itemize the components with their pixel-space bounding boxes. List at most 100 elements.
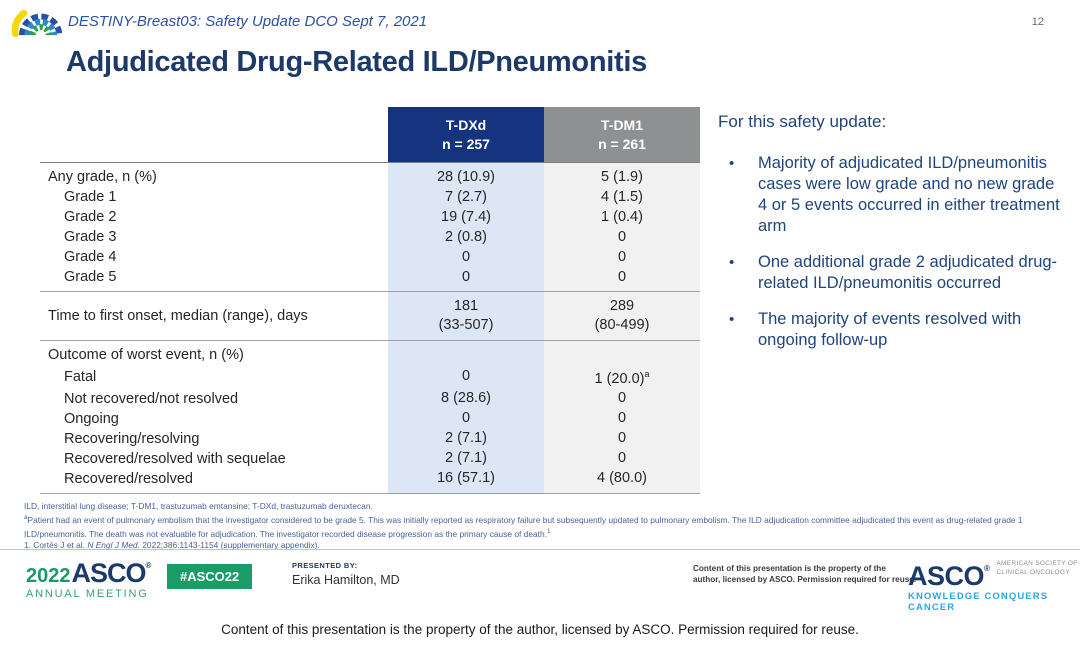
bullet-icon: •: [729, 155, 735, 172]
cell-tdm1: 4 (80.0): [597, 470, 647, 487]
row-label: Recovering/resolving: [64, 430, 200, 447]
table-row: Recovered/resolved with sequelae 2 (7.1) 0: [40, 449, 700, 469]
asco-tagline: KNOWLEDGE CONQUERS CANCER: [908, 591, 1049, 613]
page-number: 12: [1031, 16, 1044, 28]
cell-tdm1: 0: [617, 268, 627, 285]
logo-year: 2022: [26, 565, 71, 587]
row-label: Time to first onset, median (range), day…: [48, 308, 308, 324]
key-point-text: One additional grade 2 adjudicated drug-…: [758, 253, 1058, 292]
cell-tdm1: 289 (80-499): [594, 298, 650, 333]
key-points-heading: For this safety update:: [718, 112, 887, 131]
footnote-a: aPatient had an event of pulmonary embol…: [24, 512, 1074, 540]
cell-tdxd: 8 (28.6): [441, 390, 491, 407]
table-row: Grade 4 0 0: [40, 247, 700, 267]
cell-tdxd: 0: [461, 268, 471, 285]
copyright-notice: Content of this presentation is the prop…: [693, 563, 916, 585]
row-label: Fatal: [64, 368, 97, 385]
column-header-tdm1: T-DM1 n = 261: [544, 107, 700, 162]
cell-tdm1: 0: [617, 390, 627, 407]
table-header-row: T-DXd n = 257 T-DM1 n = 261: [40, 107, 700, 162]
row-label: Grade 2: [64, 209, 117, 225]
tdxd-column-shade: [388, 163, 544, 493]
logo-asco-wordmark: ASCO®: [71, 558, 152, 588]
key-point-text: The majority of events resolved with ong…: [758, 310, 1022, 349]
column-n: n = 261: [598, 135, 646, 152]
cell-tdm1: 1 (20.0)a: [594, 369, 650, 387]
table-row: Grade 2 19 (7.4) 1 (0.4): [40, 207, 700, 227]
registered-mark: ®: [984, 564, 990, 573]
row-label: Ongoing: [64, 410, 119, 427]
cell-tdxd: 0: [461, 368, 471, 385]
footnote-abbreviations: ILD, interstitial lung disease; T-DM1, t…: [24, 501, 373, 511]
key-point-item: • Majority of adjudicated ILD/pneumonitis…: [712, 153, 1064, 237]
asco-society-logo: ASCO® AMERICAN SOCIETY OF CLINICAL ONCOL…: [908, 556, 1080, 613]
cell-tdxd: 28 (10.9): [436, 168, 496, 185]
cell-tdxd: 2 (0.8): [445, 228, 487, 245]
table-section: Time to first onset, median (range), day…: [40, 291, 700, 340]
reference-citation: 2022;386:1143-1154 (supplementary append…: [139, 539, 320, 550]
table-row: Recovered/resolved 16 (57.1) 4 (80.0): [40, 469, 700, 489]
table-row: Grade 5 0 0: [40, 267, 700, 287]
society-name: AMERICAN SOCIETY OF CLINICAL ONCOLOGY: [996, 560, 1078, 576]
row-label: Grade 4: [64, 249, 117, 265]
cell-tdm1: 1 (0.4): [601, 208, 643, 225]
tdm1-column-shade: [544, 163, 700, 493]
presented-by-block: PRESENTED BY: Erika Hamilton, MD: [292, 561, 400, 587]
copyright-line1: Content of this presentation is the prop…: [693, 564, 886, 573]
footnote-a-text: Patient had an event of pulmonary emboli…: [24, 514, 1023, 539]
reference-authors: 1. Cortés J et al.: [24, 539, 88, 550]
row-label: Recovered/resolved: [64, 470, 193, 487]
cell-tdm1: 5 (1.9): [601, 168, 643, 185]
table-row: Recovering/resolving 2 (7.1) 0: [40, 429, 700, 449]
table-row: Grade 1 7 (2.7) 4 (1.5): [40, 187, 700, 207]
table-row: Not recovered/not resolved 8 (28.6) 0: [40, 389, 700, 409]
table-row: Ongoing 0 0: [40, 409, 700, 429]
copyright-line2: author, licensed by ASCO. Permission req…: [693, 575, 917, 584]
row-label: Not recovered/not resolved: [64, 390, 239, 407]
column-name: T-DXd: [445, 116, 487, 133]
bullet-icon: •: [729, 311, 735, 328]
key-points-panel: For this safety update: • Majority of adj…: [712, 112, 1064, 366]
column-header-tdxd: T-DXd n = 257: [388, 107, 544, 162]
cell-tdm1: 0: [617, 248, 627, 265]
deck-title: DESTINY-Breast03: Safety Update DCO Sept…: [68, 13, 428, 30]
slide: DESTINY-Breast03: Safety Update DCO Sept…: [0, 9, 1080, 613]
cell-tdm1: 0: [617, 228, 627, 245]
row-label: Outcome of worst event, n (%): [48, 347, 244, 363]
asco-fan-logo-icon: [11, 9, 62, 37]
cell-tdxd: 0: [461, 248, 471, 265]
row-label: Any grade, n (%): [48, 169, 157, 185]
footer: 2022 ASCO® ANNUAL MEETING #ASCO22 PRESENT…: [0, 549, 1080, 613]
table-row: Any grade, n (%) 28 (10.9) 5 (1.9): [40, 167, 700, 187]
table-section: Any grade, n (%) 28 (10.9) 5 (1.9) Grade 1 7…: [40, 163, 700, 291]
reuse-caption: Content of this presentation is the prop…: [221, 622, 859, 637]
cell-tdxd: 2 (7.1): [445, 450, 487, 467]
table-body: Any grade, n (%) 28 (10.9) 5 (1.9) Grade 1 7…: [40, 162, 700, 494]
key-point-item: • One additional grade 2 adjudicated drug…: [712, 252, 1064, 294]
table-row: Time to first onset, median (range), day…: [40, 296, 700, 336]
table-row: Outcome of worst event, n (%): [40, 345, 700, 365]
cell-tdxd: 2 (7.1): [445, 430, 487, 447]
asco-annual-meeting-logo: 2022 ASCO® ANNUAL MEETING: [26, 558, 152, 600]
cell-tdm1: 0: [617, 430, 627, 447]
cell-tdm1: 4 (1.5): [601, 188, 643, 205]
cell-tdxd: 181 (33-507): [438, 298, 494, 333]
presenter-name: Erika Hamilton, MD: [292, 573, 400, 587]
logo-annual-meeting: ANNUAL MEETING: [26, 588, 149, 600]
cell-tdm1: 0: [617, 450, 627, 467]
hashtag-badge: #ASCO22: [167, 564, 253, 589]
row-label: Grade 1: [64, 189, 117, 205]
key-point-item: • The majority of events resolved with on…: [712, 309, 1064, 351]
key-points-list: • Majority of adjudicated ILD/pneumonitis…: [712, 153, 1064, 351]
footnote-citation-marker: 1: [546, 527, 551, 535]
column-n: n = 257: [442, 135, 490, 152]
reference-journal: N Engl J Med.: [87, 539, 140, 550]
footnote-a-marker: a: [24, 514, 28, 521]
slide-title: Adjudicated Drug-Related ILD/Pneumonitis: [66, 46, 647, 78]
row-label: Grade 3: [64, 229, 117, 245]
cell-tdxd: 19 (7.4): [441, 208, 491, 225]
ild-table: T-DXd n = 257 T-DM1 n = 261 Any grade, n…: [40, 107, 700, 494]
bullet-icon: •: [729, 254, 735, 271]
presented-by-label: PRESENTED BY:: [292, 561, 358, 570]
registered-mark: ®: [145, 561, 152, 570]
